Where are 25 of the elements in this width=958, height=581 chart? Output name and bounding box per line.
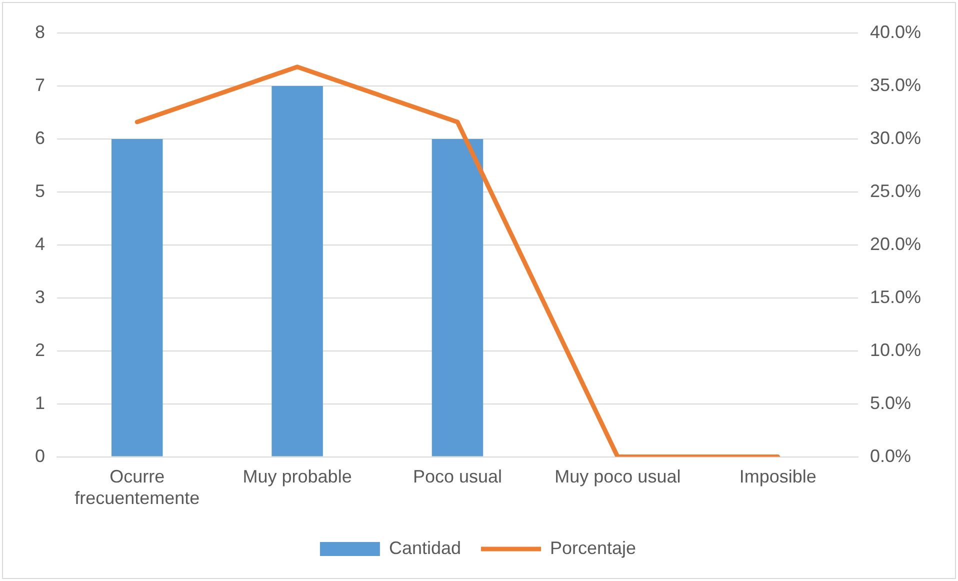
x-tick-label: Muy probable — [242, 466, 352, 487]
y-tick-label: 2 — [34, 340, 46, 360]
y-tick-label: 4 — [34, 234, 46, 254]
x-tick-label: Imposible — [739, 466, 816, 487]
y2-tick-label: 10.0% — [870, 340, 922, 360]
y2-tick-label: 5.0% — [870, 392, 911, 413]
x-tick-label: Muy poco usual — [554, 466, 681, 487]
y2-tick-label: 30.0% — [870, 128, 922, 148]
y-tick-label: 8 — [34, 22, 46, 42]
legend-label: Cantidad — [388, 538, 462, 558]
y2-tick-label: 15.0% — [870, 286, 922, 307]
legend-label: Porcentaje — [550, 538, 636, 558]
y2-tick-label: 35.0% — [870, 74, 922, 95]
y-tick-label: 3 — [34, 286, 46, 307]
y2-tick-label: 40.0% — [870, 22, 922, 42]
y-tick-label: 5 — [34, 180, 46, 201]
y-tick-label: 7 — [34, 74, 46, 95]
y2-tick-label: 20.0% — [870, 234, 922, 254]
x-tick-label: Poco usual — [412, 466, 502, 487]
y-tick-label: 1 — [34, 392, 46, 413]
y-tick-label: 6 — [34, 128, 46, 148]
y2-tick-label: 25.0% — [870, 180, 922, 201]
x-tick-label: Ocurre frecuentemente — [74, 466, 200, 508]
y2-tick-label: 0.0% — [870, 446, 911, 466]
y-tick-label: 0 — [34, 446, 46, 466]
